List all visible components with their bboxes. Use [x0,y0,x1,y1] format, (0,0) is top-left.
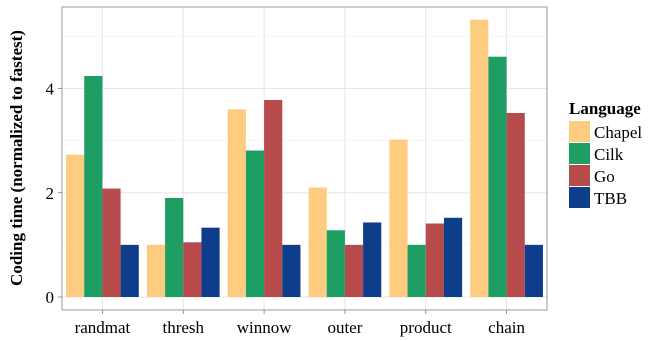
legend-label-cilk: Cilk [594,145,624,164]
bar-cilk-winnow [245,150,265,297]
bar-cilk-outer [326,230,345,297]
legend-title: Language [569,99,641,118]
x-tick-label-randmat: randmat [75,318,131,337]
y-axis: 0 2 4 [46,80,62,307]
x-tick-label-winnow: winnow [237,318,293,337]
x-tick-label-chain: chain [488,318,525,337]
bar-chapel-winnow [227,109,246,297]
legend-swatch-cilk [569,143,590,164]
bar-chapel-thresh [146,244,166,297]
legend-label-tbb: TBB [594,189,627,208]
x-tick-label-product: product [400,318,452,337]
y-tick-label: 2 [46,184,55,203]
bar-tbb-winnow [282,244,301,297]
bar-chapel-chain [470,19,489,297]
bar-tbb-thresh [201,227,220,297]
bar-chapel-product [389,139,408,297]
legend-swatch-tbb [569,187,590,208]
bars [66,19,543,298]
legend-label-go: Go [594,167,615,186]
bar-tbb-randmat [120,244,139,297]
bar-cilk-randmat [84,75,103,298]
bar-tbb-outer [363,222,382,297]
bar-go-chain [506,112,525,297]
legend-swatch-chapel [569,121,590,142]
bar-go-randmat [102,188,121,297]
bar-go-winnow [264,99,283,297]
bar-cilk-thresh [165,197,184,297]
bar-go-outer [344,244,364,297]
bar-tbb-chain [524,244,543,297]
x-tick-label-thresh: thresh [162,318,204,337]
y-tick-label: 4 [46,80,55,99]
bar-go-thresh [183,242,202,297]
legend-swatch-go [569,165,590,186]
bar-chapel-outer [308,187,327,297]
bar-chapel-randmat [66,154,85,297]
bar-cilk-chain [488,56,507,297]
bar-cilk-product [407,244,426,297]
y-tick-label: 0 [46,288,55,307]
plot-panel [62,7,547,310]
x-tick-label-outer: outer [327,318,362,337]
y-axis-title: Coding time (normalized to fastest) [7,30,26,286]
bar-go-product [425,223,444,297]
x-axis: randmat thresh winnow outer product chain [75,310,525,337]
plot-border [61,6,548,311]
legend: Language Chapel Cilk Go TBB [569,99,642,208]
bar-tbb-product [443,217,463,297]
legend-label-chapel: Chapel [594,123,642,142]
